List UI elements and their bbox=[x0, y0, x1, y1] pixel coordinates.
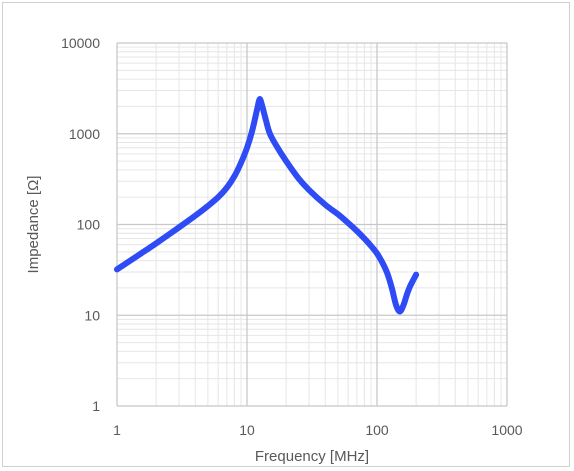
x-tick-labels: 1 10 100 1000 bbox=[113, 422, 523, 438]
x-tick-label: 1000 bbox=[491, 422, 522, 438]
x-tick-label: 1 bbox=[113, 422, 121, 438]
y-tick-label: 10000 bbox=[61, 35, 100, 51]
y-tick-label: 100 bbox=[77, 217, 101, 233]
series-layer bbox=[114, 96, 420, 315]
x-tick-label: 100 bbox=[365, 422, 389, 438]
impedance-series-line bbox=[114, 96, 420, 315]
y-axis-title: Impedance [Ω] bbox=[25, 176, 42, 274]
y-tick-label: 10 bbox=[84, 307, 100, 323]
y-tick-label: 1000 bbox=[69, 126, 100, 142]
major-gridlines bbox=[116, 42, 508, 407]
y-tick-labels: 1 10 100 1000 10000 bbox=[61, 35, 100, 414]
y-tick-label: 1 bbox=[92, 398, 100, 414]
x-tick-label: 10 bbox=[239, 422, 255, 438]
x-axis-title: Frequency [MHz] bbox=[255, 448, 369, 465]
